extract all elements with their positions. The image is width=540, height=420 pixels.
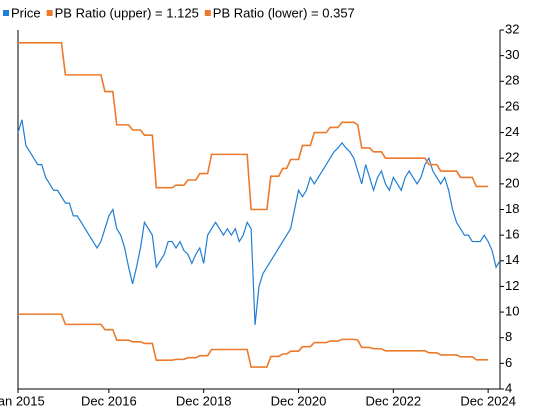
y-tick-label: 10 <box>505 304 519 319</box>
legend-swatch <box>46 10 53 16</box>
legend-swatch <box>204 10 211 16</box>
series-line <box>17 119 501 325</box>
y-tick-label: 28 <box>505 73 519 88</box>
y-tick-label: 16 <box>505 227 519 242</box>
y-tick-label: 6 <box>505 355 512 370</box>
legend-label: Price <box>11 5 41 20</box>
y-tick-label: 14 <box>505 252 519 267</box>
x-tick-label: Dec 2022 <box>365 393 421 408</box>
x-tick-label: Dec 2024 <box>460 393 516 408</box>
legend-label: PB Ratio (upper) = 1.125 <box>55 5 199 20</box>
legend-label: PB Ratio (lower) = 0.357 <box>213 5 355 20</box>
y-tick-label: 8 <box>505 329 512 344</box>
y-tick-label: 22 <box>505 150 519 165</box>
y-tick-label: 12 <box>505 278 519 293</box>
x-tick-label: Dec 2020 <box>271 393 327 408</box>
y-tick-label: 20 <box>505 175 519 190</box>
legend: Price PB Ratio (upper) = 1.125 PB Ratio (l… <box>3 5 355 20</box>
y-tick-label: 30 <box>505 47 519 62</box>
y-tick-label: 18 <box>505 201 519 216</box>
x-tick-label: Jan 2015 <box>0 393 45 408</box>
y-tick-label: 4 <box>505 380 512 395</box>
x-tick-label: Dec 2016 <box>81 393 137 408</box>
x-tick-label: Dec 2018 <box>176 393 232 408</box>
series-line <box>18 42 489 211</box>
y-tick-label: 24 <box>505 124 519 139</box>
legend-swatch <box>3 10 9 16</box>
y-tick-label: 32 <box>505 21 519 36</box>
series-line <box>18 313 489 368</box>
y-tick-label: 26 <box>505 98 519 113</box>
